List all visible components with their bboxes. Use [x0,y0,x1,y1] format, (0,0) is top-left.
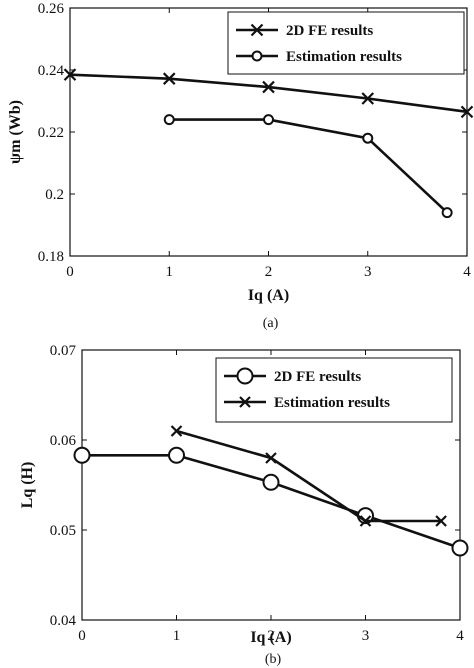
chart-a-legend-marker-1 [250,23,264,37]
chart-b-xtick-label: 3 [362,628,370,644]
chart-b-series-2-point [170,425,183,437]
chart-b-series-2-point [265,452,277,464]
chart-a-legend-label-2: Estimation results [286,49,402,65]
chart-b-ytick-label: 0.05 [50,523,76,539]
chart-b-legend-marker-1 [236,367,254,385]
chart-b-series-1-point [168,446,185,464]
chart-b-caption: (b) [265,652,282,667]
chart-b-legend-box [215,357,453,423]
chart-a-xtick-label: 1 [166,264,174,280]
chart-b-series-1-point [262,473,280,491]
chart-a-series-1-point [262,80,275,94]
chart-b-series-2-point [435,515,447,527]
chart-a-ylabel: ψm (Wb) [7,100,24,164]
chart-a-caption: (a) [263,316,279,331]
chart-b-xtick-label: 0 [78,628,86,644]
chart-b-ytick-label: 0.06 [50,433,77,449]
chart-b-ytick-label: 0.04 [50,613,77,629]
chart-a-ytick-label: 0.26 [38,1,65,17]
chart-a-ytick-label: 0.22 [38,125,64,141]
chart-b-xlabel: Iq (A) [250,629,291,646]
chart-b-ytick-label: 0.07 [50,343,77,359]
chart-a-ytick-label: 0.24 [38,63,65,79]
chart-b-series-2-point [359,515,372,527]
chart-a-series-2-point [441,207,453,219]
chart-b-xtick-label: 4 [456,628,464,644]
chart-a-xtick-label: 4 [463,264,471,280]
chart-b-series-1-line [82,453,461,550]
chart-a-series-2-point [362,132,374,144]
chart-b-series-1-point [451,539,469,557]
chart-a-series-1-point [361,92,375,105]
chart-b-xtick-label: 2 [267,628,275,644]
chart-b-ylabel: Lq (H) [19,462,36,509]
chart-a-series-2-point [263,114,274,126]
chart-a-series-1-point [63,68,77,81]
chart-a-series-1-point [162,72,176,85]
chart-a-ytick-label: 0.18 [38,249,64,265]
chart-a-xtick-label: 0 [66,264,74,280]
chart-a-series-2-line [169,118,449,214]
chart-b-series-1-point [73,446,91,464]
chart-a-series-1-line [69,73,468,114]
chart-b-legend-label-2: Estimation results [274,395,390,411]
chart-a-series-1-point [460,105,474,119]
chart-b-xtick-label: 1 [173,628,181,644]
chart-a-legend-box [227,11,465,75]
chart-b-legend-marker-2 [239,396,251,408]
chart-a-legend-marker-2 [251,50,263,62]
chart-a-xlabel: Iq (A) [248,287,289,304]
chart-a-xtick-label: 2 [265,264,273,280]
chart-b-series-2-line [176,429,442,523]
chart-b-legend-label-1: 2D FE results [274,369,361,385]
chart-a-xtick-label: 3 [364,264,372,280]
chart-a-series-2-point [163,114,175,126]
chart-a-ytick-label: 0.2 [45,187,64,203]
chart-a-legend-label-1: 2D FE results [286,23,373,39]
